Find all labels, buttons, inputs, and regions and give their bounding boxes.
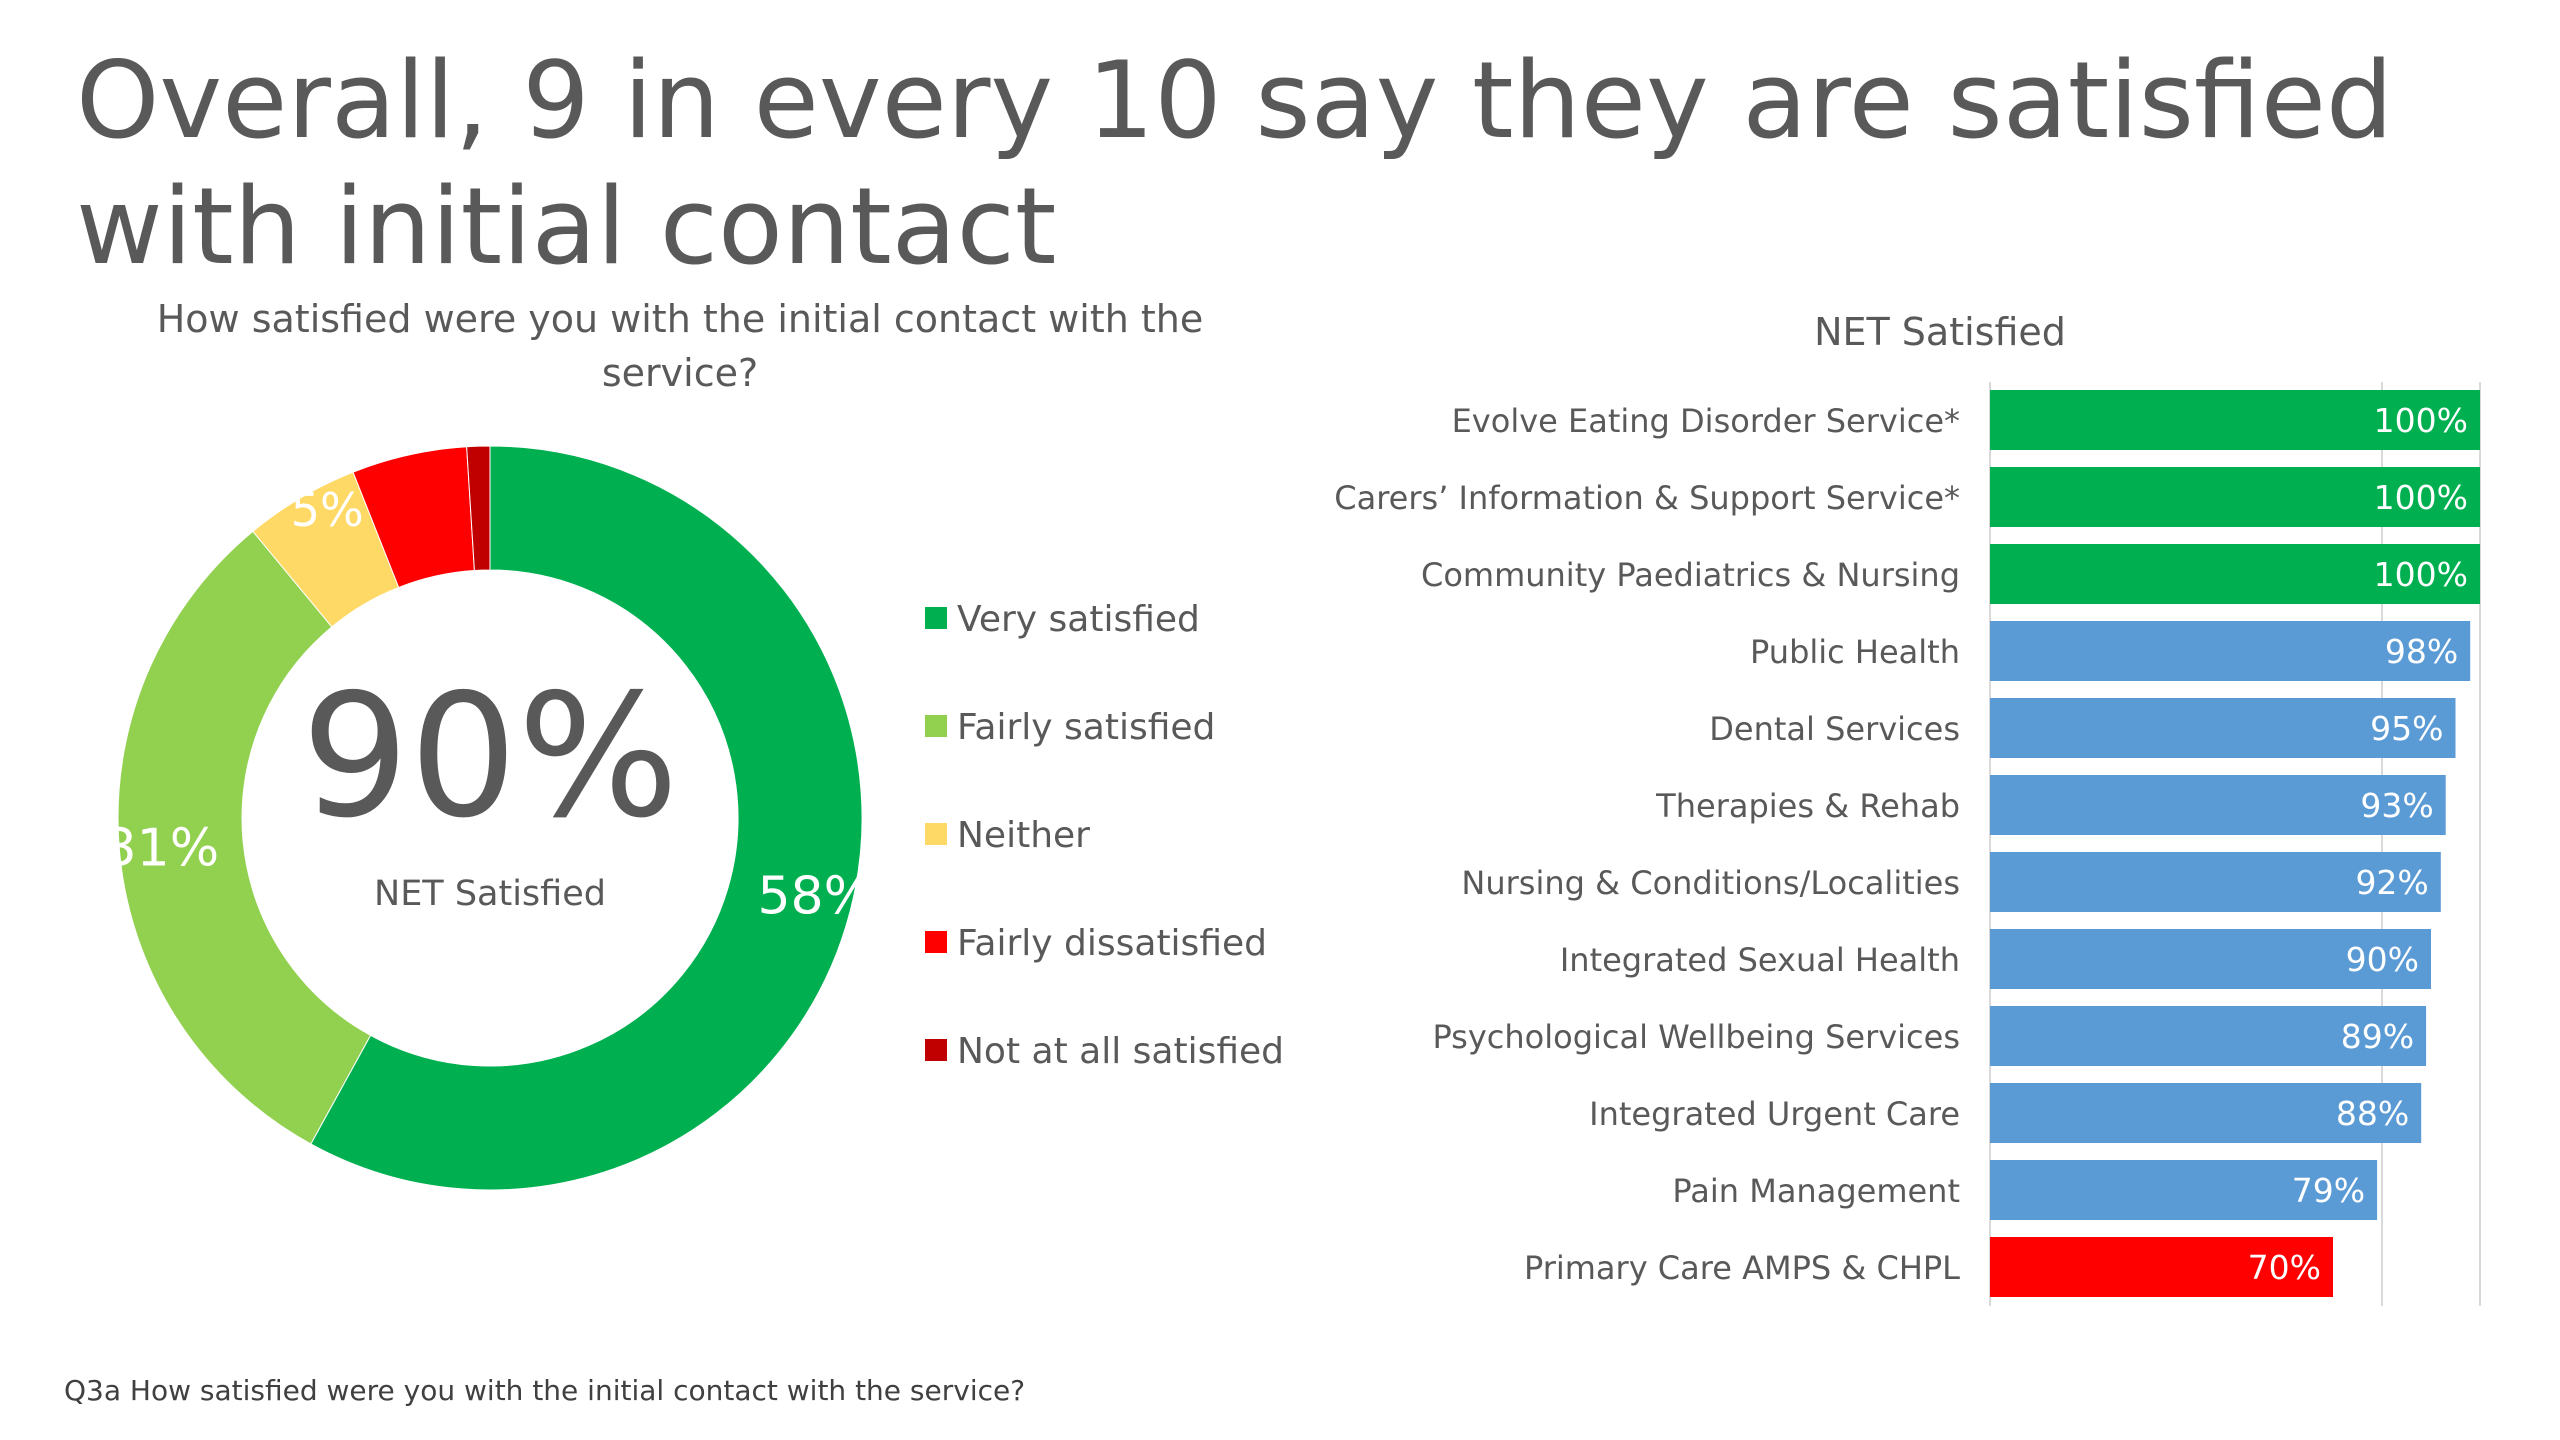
bar-data-label: 98% <box>2385 632 2458 671</box>
bar <box>1990 467 2480 527</box>
bar-chart-title: NET Satisfied <box>1814 310 2066 354</box>
donut-data-label: 5% <box>291 483 364 537</box>
bar <box>1990 621 2471 681</box>
slide-title: Overall, 9 in every 10 say they are sati… <box>76 39 2394 288</box>
bar-category-label: Therapies & Rehab <box>1655 787 1960 825</box>
donut-legend: Very satisfied Fairly satisfied Neither Fai… <box>925 599 1284 1072</box>
bar-data-label: 89% <box>2341 1017 2414 1056</box>
bar-data-label: 79% <box>2292 1171 2365 1210</box>
bar <box>1990 1083 2422 1143</box>
bar-category-label: Primary Care AMPS & CHPL <box>1524 1249 1960 1287</box>
bar-data-label: 92% <box>2355 863 2428 902</box>
bar-category-label: Dental Services <box>1709 710 1960 748</box>
legend-swatch <box>925 931 947 953</box>
bar-category-label: Nursing & Conditions/Localities <box>1461 864 1960 902</box>
donut-data-label: 31% <box>104 818 220 878</box>
legend-label: Neither <box>957 815 1090 856</box>
bar-data-label: 95% <box>2370 709 2443 748</box>
bar-data-label: 70% <box>2248 1248 2321 1287</box>
bar <box>1990 698 2456 758</box>
donut-center-value: 90% <box>301 658 679 856</box>
legend-label: Very satisfied <box>957 599 1200 640</box>
legend-label: Fairly satisfied <box>957 707 1215 748</box>
bar-category-label: Integrated Urgent Care <box>1589 1095 1960 1133</box>
donut-chart-title: How satisfied were you with the initial … <box>156 297 1204 395</box>
donut-data-label: 58% <box>757 866 873 926</box>
bar <box>1990 1160 2378 1220</box>
bar <box>1990 775 2446 835</box>
bar <box>1990 852 2441 912</box>
bar-category-label: Public Health <box>1750 633 1960 671</box>
bar-data-label: 90% <box>2346 940 2419 979</box>
bar-data-label: 100% <box>2374 478 2468 517</box>
legend-swatch <box>925 607 947 629</box>
legend-swatch <box>925 823 947 845</box>
bar <box>1990 929 2431 989</box>
donut-data-label: 1% <box>456 386 529 440</box>
legend-label: Fairly dissatisfied <box>957 923 1267 964</box>
bar-category-label: Carers’ Information & Support Service* <box>1334 479 1960 517</box>
bar <box>1990 1237 2333 1297</box>
bar <box>1990 544 2480 604</box>
legend-label: Not at all satisfied <box>957 1031 1284 1072</box>
bar-category-label: Integrated Sexual Health <box>1560 941 1960 979</box>
donut-center-label: NET Satisfied <box>374 874 606 914</box>
legend-swatch <box>925 715 947 737</box>
donut-slice-not-at-all-satisfied <box>466 445 491 572</box>
bar <box>1990 390 2480 450</box>
donut-slice-very-satisfied <box>310 445 863 1191</box>
donut-slice-fairly-satisfied <box>117 530 372 1145</box>
bar-data-label: 93% <box>2360 786 2433 825</box>
bar-chart: Evolve Eating Disorder Service* 100% Carer… <box>1334 382 2481 1306</box>
donut-chart: 58% 31% 5%5% 1% <box>104 386 873 1191</box>
donut-data-label: 5% <box>367 403 440 457</box>
bar-category-label: Psychological Wellbeing Services <box>1432 1018 1960 1056</box>
bar <box>1990 1006 2427 1066</box>
bar-data-label: 100% <box>2374 555 2468 594</box>
bar-category-label: Evolve Eating Disorder Service* <box>1452 402 1960 440</box>
bar-category-label: Pain Management <box>1672 1172 1960 1210</box>
legend-swatch <box>925 1039 947 1061</box>
bar-data-label: 88% <box>2336 1094 2409 1133</box>
bar-data-label: 100% <box>2374 401 2468 440</box>
bar-category-label: Community Paediatrics & Nursing <box>1421 556 1960 594</box>
footnote: Q3a How satisfied were you with the init… <box>64 1374 1026 1407</box>
